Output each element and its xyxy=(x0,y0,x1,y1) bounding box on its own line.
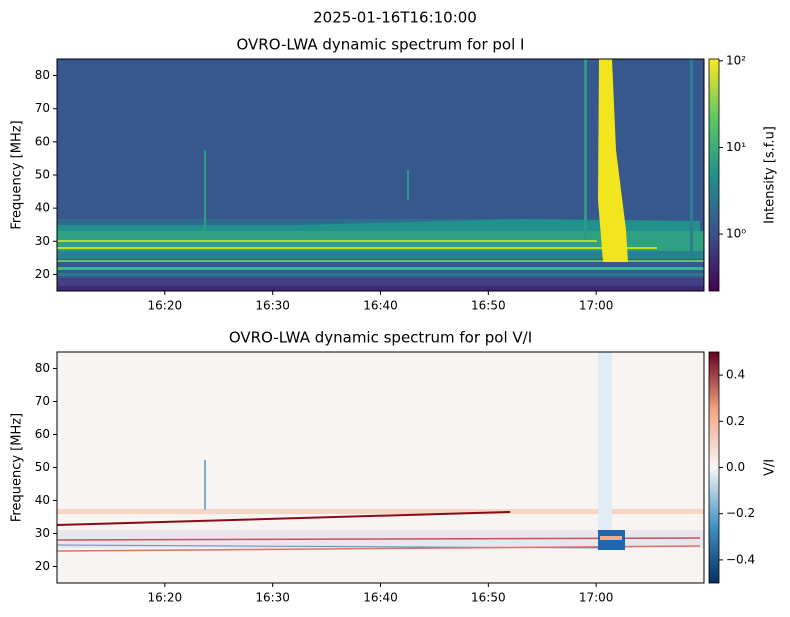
colorbar-label: Intensity [s.f.u] xyxy=(763,126,778,224)
x-tick-label: 16:40 xyxy=(363,591,398,605)
y-tick-label: 60 xyxy=(35,427,50,441)
x-tick-label: 16:40 xyxy=(363,299,398,313)
x-tick-label: 16:30 xyxy=(255,299,290,313)
y-tick-label: 80 xyxy=(35,361,50,375)
chart-title: OVRO-LWA dynamic spectrum for pol V/I xyxy=(229,329,532,347)
y-tick-label: 50 xyxy=(35,168,50,182)
spectrum-image xyxy=(57,59,704,291)
y-tick-label: 80 xyxy=(35,68,50,82)
x-tick-label: 16:20 xyxy=(148,299,183,313)
y-tick-label: 20 xyxy=(35,559,50,573)
colorbar-tick-label: −0.4 xyxy=(726,552,755,566)
y-tick-label: 30 xyxy=(35,526,50,540)
figure-title: 2025-01-16T16:10:00 xyxy=(313,9,477,27)
colorbar-tick-label: 10⁰ xyxy=(726,227,746,241)
x-tick-label: 17:00 xyxy=(579,299,614,313)
y-tick-label: 40 xyxy=(35,493,50,507)
chart-title: OVRO-LWA dynamic spectrum for pol I xyxy=(237,36,525,54)
x-tick-label: 16:30 xyxy=(255,591,290,605)
x-tick-label: 16:50 xyxy=(471,299,506,313)
y-tick-label: 50 xyxy=(35,460,50,474)
y-tick-label: 40 xyxy=(35,201,50,215)
y-axis-label: Frequency [MHz] xyxy=(10,413,25,522)
colorbar-label: V/I xyxy=(763,459,778,476)
y-axis-label: Frequency [MHz] xyxy=(10,120,25,229)
colorbar-tick-label: 0.4 xyxy=(726,368,745,382)
colorbar xyxy=(708,351,720,584)
vi-image xyxy=(57,352,704,583)
colorbar xyxy=(708,58,720,292)
x-tick-label: 17:00 xyxy=(579,591,614,605)
colorbar-tick-label: 0.2 xyxy=(726,414,745,428)
y-tick-label: 20 xyxy=(35,267,50,281)
y-tick-label: 60 xyxy=(35,134,50,148)
y-tick-label: 70 xyxy=(35,101,50,115)
colorbar-tick-label: 10² xyxy=(726,53,746,67)
y-tick-label: 30 xyxy=(35,234,50,248)
colorbar-tick-label: −0.2 xyxy=(726,506,755,520)
colorbar-tick-label: 0.0 xyxy=(726,460,745,474)
colorbar-tick-label: 10¹ xyxy=(726,140,746,154)
x-tick-label: 16:50 xyxy=(471,591,506,605)
y-tick-label: 70 xyxy=(35,394,50,408)
x-tick-label: 16:20 xyxy=(148,591,183,605)
